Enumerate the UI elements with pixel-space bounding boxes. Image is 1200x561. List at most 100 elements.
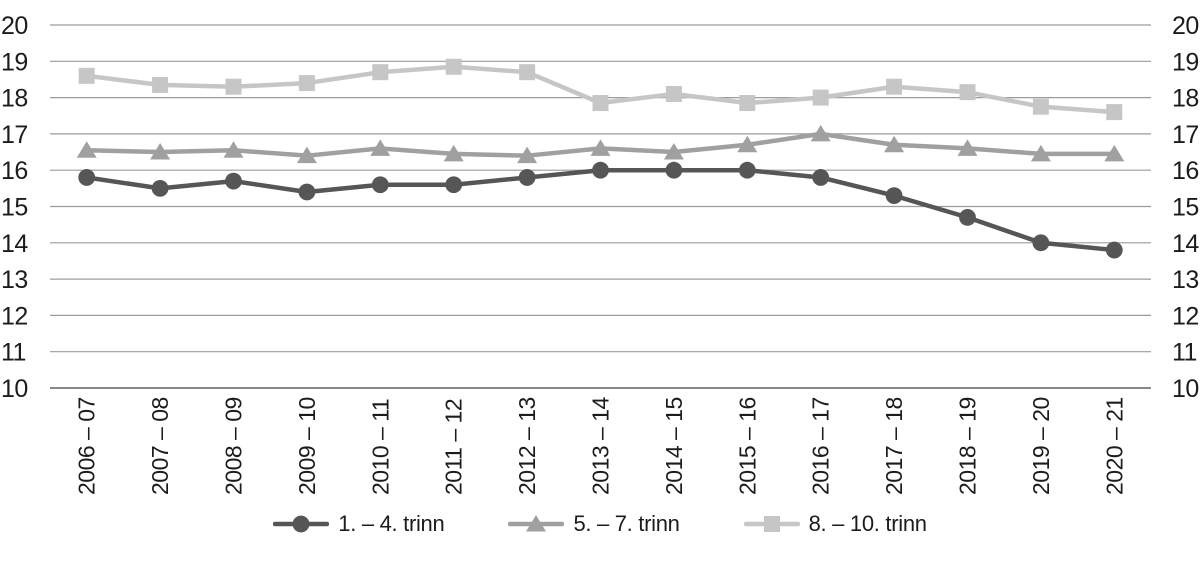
circle-marker bbox=[812, 169, 830, 186]
x-tick-label: 2016 – 17 bbox=[808, 397, 834, 495]
y-tick-label-left: 16 bbox=[1, 157, 28, 185]
chart-legend: 1. – 4. trinn 5. – 7. trinn 8. – 10. tri… bbox=[0, 511, 1200, 537]
x-tick-label: 2006 – 07 bbox=[74, 397, 100, 495]
circle-marker bbox=[445, 176, 463, 194]
legend-swatch-square-icon bbox=[743, 516, 800, 532]
y-tick-label-left: 19 bbox=[1, 48, 28, 76]
square-marker bbox=[959, 84, 976, 101]
triangle-marker bbox=[884, 135, 905, 153]
y-tick-label-left: 14 bbox=[1, 230, 28, 258]
triangle-marker bbox=[1104, 144, 1125, 162]
y-tick-label-left: 10 bbox=[1, 375, 28, 403]
y-tick-label-right: 12 bbox=[1172, 302, 1199, 330]
x-tick-label: 2010 – 11 bbox=[367, 399, 393, 495]
x-tick-label: 2013 – 14 bbox=[588, 396, 614, 495]
triangle-marker bbox=[957, 139, 978, 156]
x-tick-label: 2014 – 15 bbox=[661, 397, 687, 495]
triangle-marker bbox=[663, 143, 684, 160]
circle-marker bbox=[1105, 241, 1123, 259]
circle-marker bbox=[371, 176, 389, 194]
x-tick-label: 2012 – 13 bbox=[514, 397, 540, 495]
circle-marker bbox=[665, 161, 683, 179]
square-marker bbox=[592, 95, 609, 112]
square-marker bbox=[1106, 104, 1123, 121]
legend-swatch-triangle-icon bbox=[508, 515, 565, 532]
square-marker bbox=[372, 64, 389, 81]
legend-label: 8. – 10. trinn bbox=[808, 511, 927, 536]
circle-marker bbox=[151, 179, 169, 197]
y-tick-label-right: 18 bbox=[1172, 85, 1199, 113]
square-marker bbox=[152, 76, 169, 93]
circle-marker bbox=[518, 169, 536, 186]
series-1 bbox=[78, 161, 1123, 259]
y-tick-label-left: 17 bbox=[1, 121, 28, 149]
square-marker bbox=[812, 89, 829, 106]
y-tick-label-left: 11 bbox=[1, 339, 26, 367]
y-tick-label-right: 10 bbox=[1172, 375, 1199, 403]
square-marker bbox=[519, 64, 536, 81]
legend-label: 5. – 7. trinn bbox=[573, 511, 680, 536]
circle-marker bbox=[1032, 234, 1050, 252]
square-marker bbox=[665, 85, 682, 102]
y-tick-label-left: 15 bbox=[1, 194, 28, 222]
triangle-marker bbox=[737, 135, 758, 153]
square-marker bbox=[78, 67, 95, 84]
y-tick-label-right: 11 bbox=[1172, 339, 1197, 367]
legend-swatch-circle-icon bbox=[273, 515, 330, 533]
circle-marker bbox=[885, 187, 903, 205]
x-tick-label: 2020 – 21 bbox=[1101, 397, 1127, 495]
triangle-marker bbox=[810, 124, 831, 142]
legend-item-8-10-trinn: 8. – 10. trinn bbox=[743, 511, 927, 537]
y-tick-label-right: 19 bbox=[1172, 48, 1199, 76]
triangle-marker bbox=[526, 515, 547, 532]
y-tick-label-left: 20 bbox=[1, 12, 28, 40]
y-tick-label-right: 15 bbox=[1172, 194, 1199, 222]
x-tick-label: 2017 – 18 bbox=[881, 397, 907, 495]
y-tick-label-left: 12 bbox=[1, 302, 28, 330]
y-tick-label-right: 17 bbox=[1172, 121, 1199, 149]
circle-marker bbox=[225, 172, 242, 190]
circle-marker bbox=[78, 169, 96, 186]
triangle-marker bbox=[370, 139, 391, 156]
triangle-marker bbox=[590, 139, 611, 156]
x-tick-label: 2018 – 19 bbox=[955, 397, 981, 495]
y-tick-label-right: 20 bbox=[1172, 12, 1199, 40]
square-marker bbox=[298, 75, 315, 92]
y-tick-label-left: 18 bbox=[1, 85, 28, 113]
circle-marker bbox=[292, 515, 310, 533]
square-marker bbox=[225, 78, 242, 95]
square-marker bbox=[1032, 98, 1049, 115]
y-tick-label-left: 13 bbox=[1, 266, 28, 294]
triangle-marker bbox=[443, 144, 464, 162]
series-3 bbox=[78, 58, 1123, 121]
triangle-marker bbox=[296, 146, 317, 164]
y-tick-label-right: 16 bbox=[1172, 157, 1199, 185]
triangle-marker bbox=[150, 143, 171, 160]
x-tick-label: 2011 – 12 bbox=[441, 399, 467, 495]
circle-marker bbox=[959, 208, 976, 226]
x-tick-label: 2009 – 10 bbox=[294, 397, 320, 495]
triangle-marker bbox=[223, 141, 244, 158]
circle-marker bbox=[298, 183, 316, 201]
square-marker bbox=[763, 516, 780, 532]
triangle-marker bbox=[517, 146, 538, 164]
y-tick-label-right: 13 bbox=[1172, 266, 1199, 294]
legend-item-1-4-trinn: 1. – 4. trinn bbox=[273, 511, 445, 537]
circle-marker bbox=[592, 161, 609, 179]
x-tick-label: 2007 – 08 bbox=[147, 397, 173, 495]
square-marker bbox=[886, 78, 903, 95]
x-tick-label: 2015 – 16 bbox=[734, 397, 760, 495]
circle-marker bbox=[738, 161, 756, 179]
legend-label: 1. – 4. trinn bbox=[338, 511, 445, 536]
triangle-marker bbox=[76, 141, 97, 158]
x-tick-label: 2008 – 09 bbox=[221, 397, 247, 495]
x-tick-label: 2019 – 20 bbox=[1028, 397, 1054, 495]
line-chart-plot: 10 10 11 11 12 12 13 13 14 14 15 15 16 16 17 17 18 18 19 19… bbox=[1, 12, 1200, 495]
square-marker bbox=[739, 95, 756, 112]
legend-item-5-7-trinn: 5. – 7. trinn bbox=[508, 511, 680, 537]
y-tick-label-right: 14 bbox=[1172, 230, 1199, 258]
series-2 bbox=[76, 124, 1125, 164]
triangle-marker bbox=[1030, 144, 1051, 162]
square-marker bbox=[445, 58, 462, 75]
